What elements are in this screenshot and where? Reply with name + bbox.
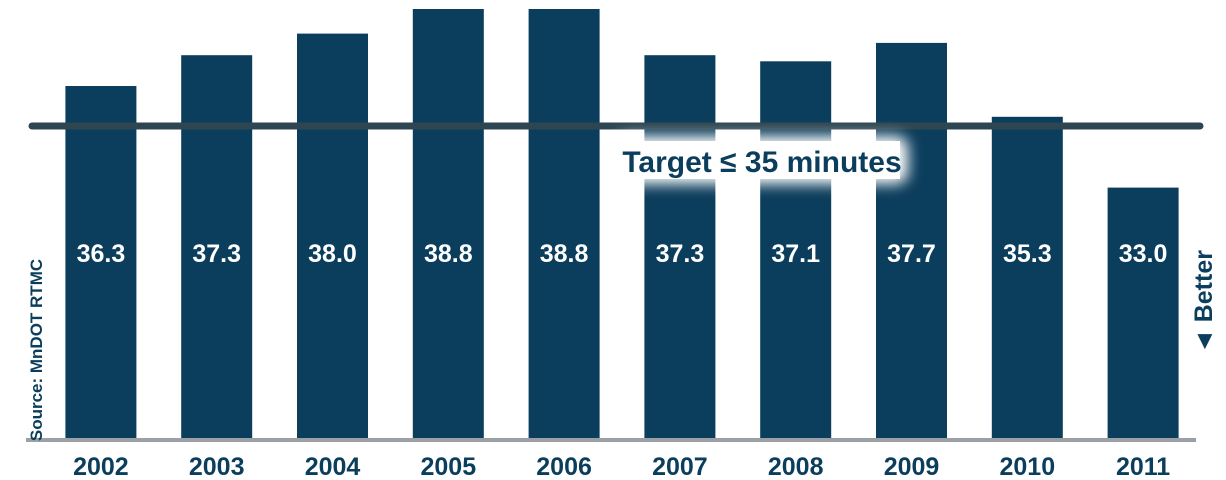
value-label-2004: 38.0 <box>308 240 357 268</box>
value-label-2003: 37.3 <box>192 240 241 268</box>
bar-2007 <box>644 55 716 440</box>
x-tick-2003: 2003 <box>189 453 245 480</box>
bar-2010 <box>991 116 1063 441</box>
better-annotation: ◄ Better <box>1190 250 1218 354</box>
value-label-2006: 38.8 <box>540 240 589 268</box>
x-tick-2005: 2005 <box>420 453 476 480</box>
value-label-2007: 37.3 <box>656 240 705 268</box>
value-label-2005: 38.8 <box>424 240 473 268</box>
bar-2009 <box>876 42 947 441</box>
bar-2011 <box>1107 187 1179 440</box>
x-tick-labels: 2002 2003 2004 2005 2006 2007 2008 2009 2010 2011 <box>73 453 1170 480</box>
value-label-2002: 36.3 <box>77 240 126 268</box>
x-tick-2009: 2009 <box>884 453 940 480</box>
value-label-2009: 37.7 <box>887 240 936 268</box>
bar-2003 <box>181 55 253 440</box>
target-annotation: Target ≤ 35 minutes <box>616 136 908 184</box>
x-tick-2010: 2010 <box>999 453 1055 480</box>
x-tick-2011: 2011 <box>1116 453 1170 480</box>
bar-2004 <box>297 33 368 440</box>
target-label-background <box>624 141 900 179</box>
x-tick-2008: 2008 <box>768 453 824 480</box>
x-tick-2004: 2004 <box>305 453 361 480</box>
x-tick-2007: 2007 <box>652 453 708 480</box>
value-label-2010: 35.3 <box>1003 240 1052 268</box>
target-label: Target ≤ 35 minutes <box>622 146 901 179</box>
value-label-2008: 37.1 <box>771 240 820 268</box>
x-tick-2002: 2002 <box>73 453 129 480</box>
source-annotation: Source: MnDOT RTMC <box>27 259 46 441</box>
bar-2006 <box>528 9 600 440</box>
bar-2002 <box>65 86 137 440</box>
value-labels: 36.3 37.3 38.0 38.8 38.8 37.3 37.1 37.7 35.3 33.0 <box>77 240 1168 268</box>
x-tick-2006: 2006 <box>536 453 592 480</box>
bar-2005 <box>412 9 484 440</box>
bars <box>65 9 1179 441</box>
value-label-2011: 33.0 <box>1119 240 1168 268</box>
